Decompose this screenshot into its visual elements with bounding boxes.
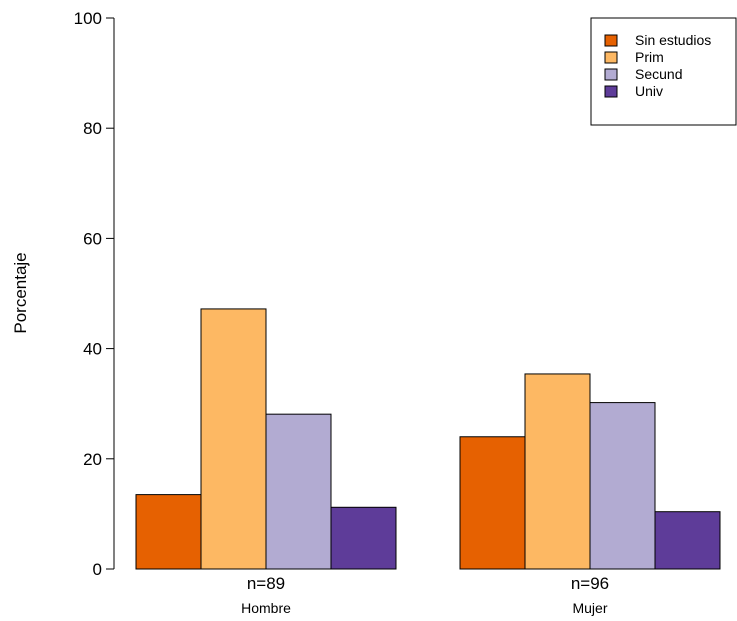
bars	[135, 308, 721, 570]
y-axis: 0 20 40 60 80 100	[74, 9, 115, 579]
y-tick-label: 80	[83, 119, 102, 138]
category-label: Hombre	[241, 600, 291, 616]
bar-secund-mujer	[589, 402, 656, 570]
legend-swatch	[604, 68, 618, 81]
legend-swatch	[604, 85, 618, 98]
y-tick-label: 60	[83, 229, 102, 248]
bar-secund-hombre	[265, 413, 332, 570]
y-tick-label: 100	[74, 9, 102, 28]
bar-sin-estudios-mujer	[459, 436, 526, 570]
legend-swatch	[604, 51, 618, 64]
bar-prim-mujer	[524, 373, 591, 570]
bar-prim-hombre	[200, 308, 267, 570]
legend-label: Secund	[635, 66, 682, 82]
x-axis-labels: n=89 Hombre n=96 Mujer	[241, 574, 609, 616]
legend-label: Sin estudios	[635, 32, 711, 48]
bar-sin-estudios-hombre	[135, 494, 202, 570]
group-count-label: n=89	[247, 574, 285, 593]
bar-univ-hombre	[330, 506, 397, 570]
bar-univ-mujer	[654, 511, 721, 570]
legend-swatch	[604, 34, 618, 47]
y-tick-label: 0	[93, 560, 102, 579]
group-count-label: n=96	[571, 574, 609, 593]
legend-label: Prim	[635, 49, 664, 65]
legend-box	[590, 17, 737, 126]
y-tick-label: 20	[83, 450, 102, 469]
y-tick-label: 40	[83, 340, 102, 359]
legend-label: Univ	[635, 83, 663, 99]
y-axis-title: Porcentaje	[11, 252, 30, 333]
category-label: Mujer	[572, 600, 607, 616]
